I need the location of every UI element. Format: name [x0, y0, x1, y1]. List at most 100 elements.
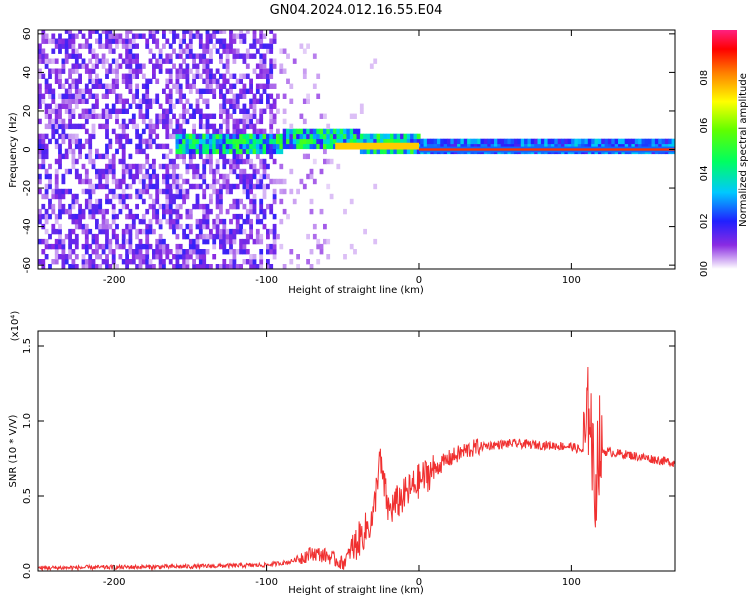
heatmap-cell [81, 208, 86, 215]
heatmap-cell [41, 203, 46, 210]
heatmap-cell [255, 98, 260, 104]
heatmap-cell [74, 33, 79, 39]
heatmap-cell [68, 249, 72, 255]
heatmap-cell [155, 198, 160, 205]
heatmap-band-core [335, 142, 419, 150]
y-tick-label: 0.5 [22, 488, 33, 504]
heatmap-cell [668, 143, 673, 150]
heatmap-cell [61, 38, 66, 44]
heatmap-cell [242, 103, 247, 109]
heatmap-cell [121, 108, 126, 114]
heatmap-cell [125, 83, 129, 89]
heatmap-cell [135, 133, 139, 140]
heatmap-cell [84, 38, 89, 44]
heatmap-cell [105, 228, 109, 235]
heatmap-cell [41, 98, 46, 104]
heatmap-cell [222, 38, 227, 44]
heatmap-cell [235, 123, 240, 130]
x-tick-label: 100 [562, 275, 581, 286]
heatmap-cell [175, 68, 180, 74]
heatmap-cell [192, 58, 196, 64]
heatmap-cell [229, 143, 233, 150]
heatmap-cell [162, 118, 166, 125]
heatmap-cell [108, 249, 113, 255]
heatmap-cell [376, 133, 381, 140]
heatmap-cell [235, 93, 240, 99]
snr-frame [37, 330, 676, 572]
heatmap-cell [128, 43, 133, 49]
heatmap-cell [326, 143, 331, 150]
heatmap-cell [282, 93, 287, 99]
heatmap-cell [262, 43, 267, 49]
heatmap-cell [175, 233, 180, 240]
heatmap-cell [212, 93, 217, 99]
heatmap-cell [333, 143, 337, 150]
heatmap-cell [219, 198, 223, 205]
heatmap-cell [95, 168, 99, 175]
heatmap-cell [44, 33, 49, 39]
heatmap-cell [145, 223, 150, 230]
heatmap-cell [215, 193, 220, 200]
heatmap-cell [68, 103, 72, 109]
heatmap-cell [158, 254, 163, 260]
heatmap-cell [88, 73, 93, 79]
heatmap-cell [312, 138, 317, 145]
heatmap-cell [128, 63, 133, 69]
heatmap-cell [245, 123, 250, 130]
heatmap-cell [232, 98, 237, 104]
heatmap-cell [390, 148, 394, 155]
heatmap-cell [269, 68, 274, 74]
heatmap-cell [631, 138, 636, 145]
heatmap-cell [316, 238, 321, 245]
heatmap-cell [195, 53, 200, 59]
heatmap-cell [58, 223, 62, 230]
colorbar-tick-label: 0.8 [699, 70, 710, 86]
heatmap-cell [178, 173, 183, 180]
heatmap-cell [168, 93, 173, 99]
heatmap-cell [172, 178, 176, 185]
heatmap-cell [111, 188, 116, 195]
heatmap-cell [145, 38, 150, 44]
heatmap-cell [68, 108, 72, 114]
heatmap-cell [222, 108, 227, 114]
heatmap-cell [175, 213, 180, 220]
heatmap-cell [202, 249, 207, 255]
heatmap-cell [433, 143, 438, 150]
heatmap-cell [185, 68, 190, 74]
heatmap-cell [145, 208, 150, 215]
heatmap-cell [269, 108, 274, 114]
heatmap-cell [88, 193, 93, 200]
heatmap-cell [266, 173, 270, 180]
x-tick-label: -200 [103, 577, 126, 588]
heatmap-cell [336, 138, 341, 145]
heatmap-cell [95, 249, 99, 255]
heatmap-cell [118, 63, 123, 69]
heatmap-cell [48, 213, 52, 220]
heatmap-cell [172, 168, 176, 175]
heatmap-cell [105, 30, 109, 34]
heatmap-cell [302, 68, 307, 74]
heatmap-cell [118, 33, 123, 39]
heatmap-cell [115, 58, 119, 64]
heatmap-cell [41, 163, 46, 170]
heatmap-cell [182, 228, 186, 235]
heatmap-cell [447, 143, 451, 150]
heatmap-cell [182, 118, 186, 125]
heatmap-cell [175, 163, 180, 170]
heatmap-cell [172, 254, 176, 260]
heatmap-cell [95, 243, 99, 250]
heatmap-cell [178, 264, 183, 269]
heatmap-cell [235, 218, 240, 225]
heatmap-cell [105, 254, 109, 260]
heatmap-cell [38, 259, 42, 265]
heatmap-cell [306, 43, 310, 49]
heatmap-cell [205, 128, 210, 135]
heatmap-cell [105, 259, 109, 265]
heatmap-cell [222, 93, 227, 99]
heatmap-cell [141, 33, 146, 39]
heatmap-cell [212, 218, 217, 225]
heatmap-cell [457, 143, 461, 150]
heatmap-cell [229, 233, 233, 240]
heatmap-cell [162, 213, 166, 220]
heatmap-cell [215, 30, 220, 34]
